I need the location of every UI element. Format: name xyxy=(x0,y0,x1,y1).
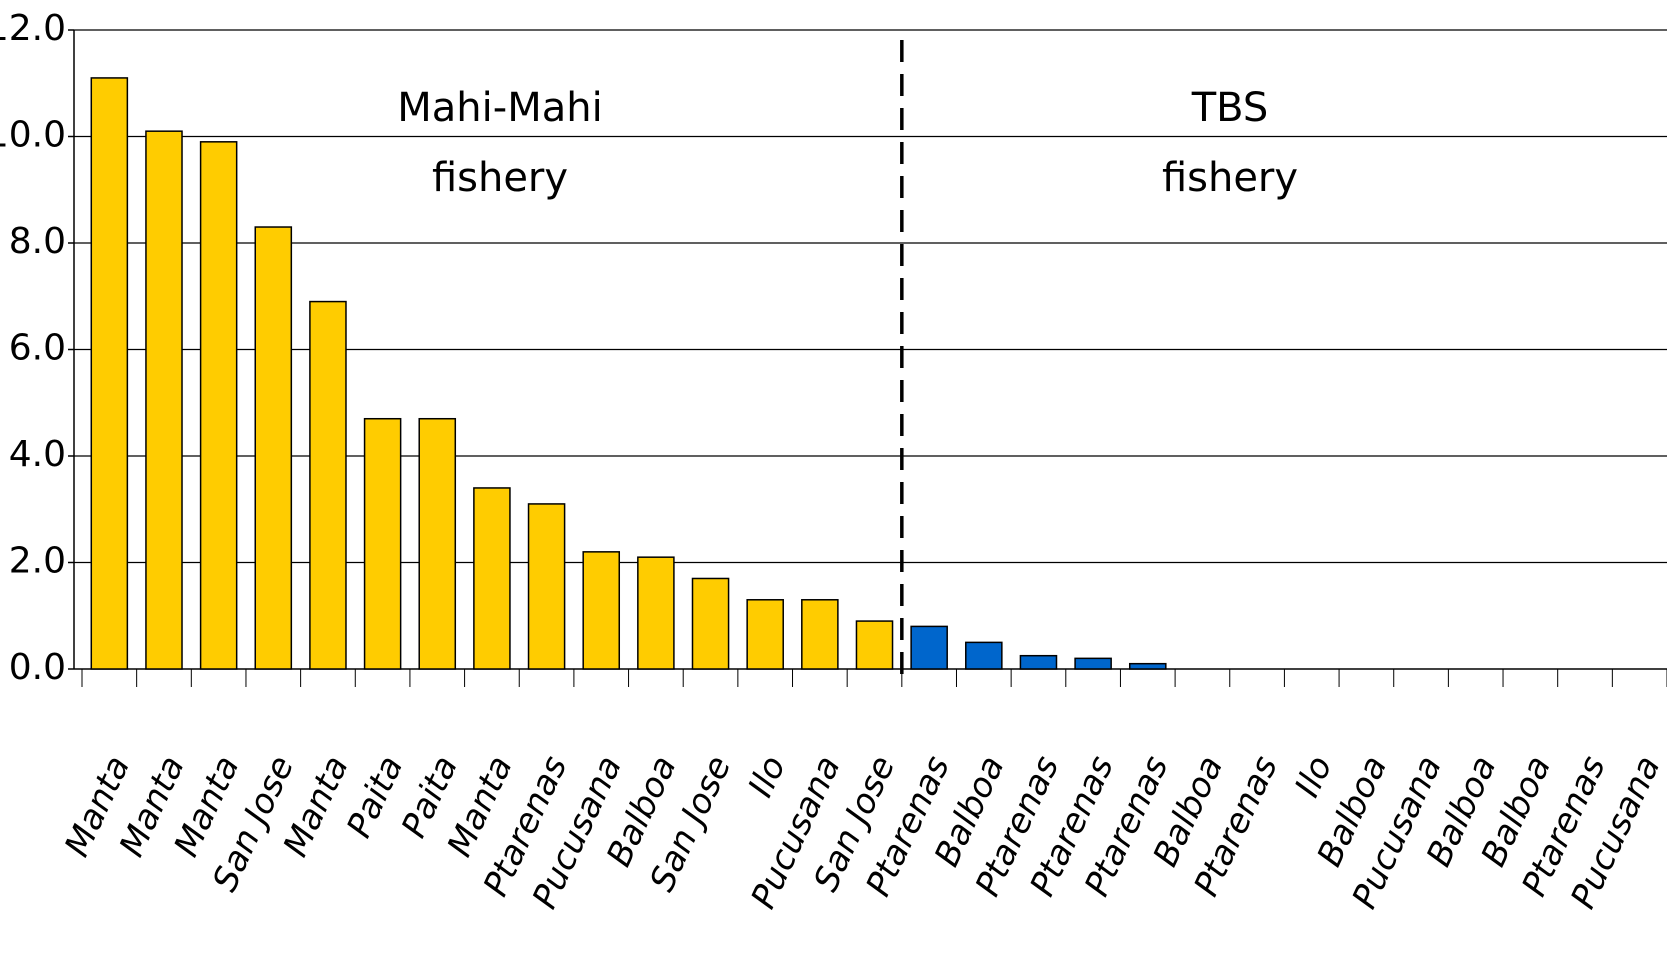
bar xyxy=(582,551,621,670)
bar xyxy=(910,625,948,670)
annotation: TBS xyxy=(1191,85,1269,131)
bar xyxy=(746,599,784,670)
x-tick-label: Ilo xyxy=(741,750,794,803)
bar xyxy=(691,577,730,670)
x-tick-label: Ilo xyxy=(1287,750,1340,803)
annotation: fishery xyxy=(432,155,568,201)
y-tick-label: 2.0 xyxy=(9,541,66,582)
y-tick-label: 10.0 xyxy=(0,115,66,156)
y-tick-label: 4.0 xyxy=(9,434,66,475)
bar xyxy=(145,130,183,670)
bar xyxy=(90,77,129,670)
y-tick-label: 8.0 xyxy=(9,221,66,262)
bar xyxy=(1128,662,1167,670)
y-tick-label: 6.0 xyxy=(9,328,66,369)
bar xyxy=(637,556,675,670)
y-tick-label: 12.0 xyxy=(0,8,66,49)
bar xyxy=(1019,654,1058,670)
bar xyxy=(254,226,293,670)
bar xyxy=(418,417,457,670)
y-tick-label: 0.0 xyxy=(9,647,66,688)
bar xyxy=(855,620,894,670)
bar xyxy=(473,487,511,670)
bar xyxy=(965,641,1003,670)
bar xyxy=(801,599,839,670)
bar xyxy=(1074,657,1112,670)
bar xyxy=(309,300,347,670)
bar xyxy=(527,503,566,670)
annotation: fishery xyxy=(1162,155,1298,201)
bar xyxy=(363,417,402,670)
bar xyxy=(199,141,238,670)
annotation: Mahi-Mahi xyxy=(397,85,602,131)
